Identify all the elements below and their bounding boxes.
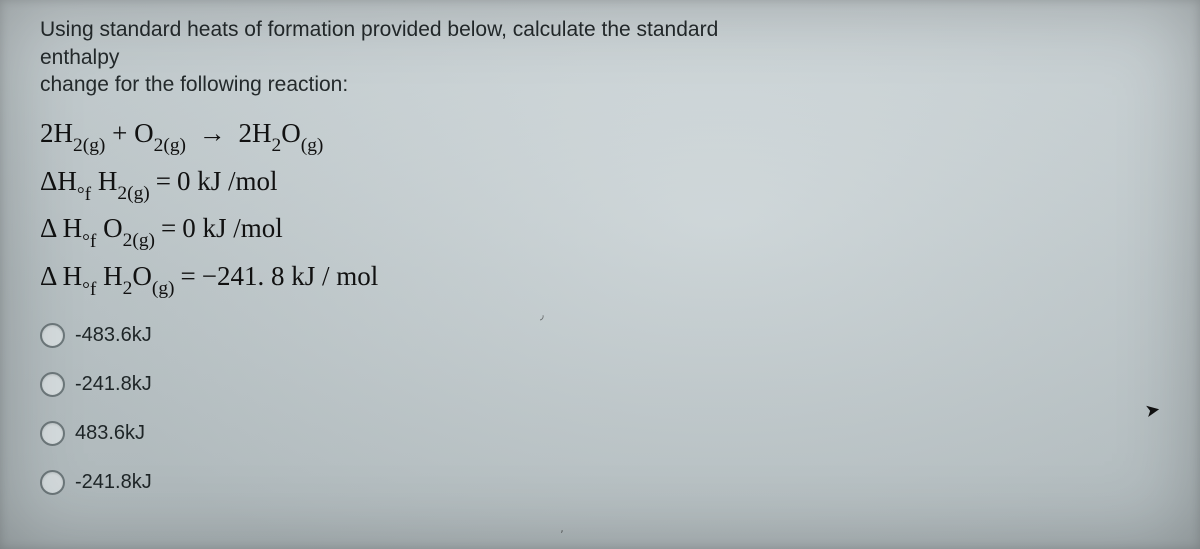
option-a-label: -483.6kJ: [75, 324, 152, 347]
product-sub2: (g): [301, 135, 324, 156]
eq-1: =: [156, 161, 171, 203]
option-c-label: 483.6kJ: [75, 422, 145, 445]
delta-h: ΔH: [40, 166, 77, 196]
option-d-label: -241.8kJ: [75, 471, 152, 494]
dust-speck: ٫: [540, 308, 544, 322]
radio-icon[interactable]: [40, 372, 65, 397]
question-prompt: Using standard heats of formation provid…: [40, 16, 800, 99]
h2o-sym: H: [96, 261, 122, 291]
h2o-o: O: [132, 261, 152, 291]
arrow-icon: →: [199, 113, 226, 155]
product-coef: 2H: [239, 118, 272, 148]
plus-o2: + O: [105, 118, 153, 148]
prompt-line-2: change for the following reaction:: [40, 73, 348, 96]
radio-icon[interactable]: [40, 421, 65, 446]
h2o-sub2: (g): [152, 278, 175, 299]
h2-sub: 2(g): [117, 183, 149, 204]
dust-speck: ٬: [560, 528, 564, 542]
of-sub: °f: [77, 184, 91, 205]
option-d[interactable]: -241.8kJ: [40, 470, 1172, 495]
hof-o2: Δ H°f O2(g) = 0 kJ /mol: [40, 208, 1172, 254]
hof-h2: ΔH°f H2(g) = 0 kJ /mol: [40, 161, 1172, 207]
hof-h2o-value: −241. 8 kJ / mol: [202, 261, 379, 291]
reactant-2-sub: 2(g): [154, 135, 186, 156]
option-a[interactable]: -483.6kJ: [40, 323, 1172, 348]
hof-h2o: Δ H°f H2O(g) = −241. 8 kJ / mol: [40, 256, 1172, 302]
option-b[interactable]: -241.8kJ: [40, 372, 1172, 397]
formula-block: 2H2(g) + O2(g) → 2H2O(g) ΔH°f H2(g) = 0 …: [40, 113, 1172, 301]
eq-3: =: [181, 256, 196, 298]
reaction-equation: 2H2(g) + O2(g) → 2H2O(g): [40, 113, 1172, 159]
radio-icon[interactable]: [40, 470, 65, 495]
of-sub-3: °f: [82, 279, 96, 300]
delta-h-3: Δ H: [40, 261, 82, 291]
reactant-1-sub: 2(g): [73, 135, 105, 156]
o2-sym: O: [96, 213, 122, 243]
product-o: O: [281, 118, 301, 148]
answer-options: -483.6kJ -241.8kJ 483.6kJ -241.8kJ: [40, 323, 1172, 495]
prompt-line-1: Using standard heats of formation provid…: [40, 18, 718, 69]
mouse-cursor-icon: ➤: [1143, 399, 1162, 422]
h2o-sub1: 2: [123, 278, 133, 299]
h2-sym: H: [91, 166, 117, 196]
hof-o2-value: 0 kJ /mol: [182, 213, 283, 243]
option-c[interactable]: 483.6kJ: [40, 421, 1172, 446]
reactant-1: 2H: [40, 118, 73, 148]
radio-icon[interactable]: [40, 323, 65, 348]
question-card: Using standard heats of formation provid…: [0, 0, 1200, 549]
product-sub1: 2: [272, 135, 282, 156]
hof-h2-value: 0 kJ /mol: [177, 166, 278, 196]
delta-h-2: Δ H: [40, 213, 82, 243]
o2-sub: 2(g): [123, 230, 155, 251]
of-sub-2: °f: [82, 231, 96, 252]
option-b-label: -241.8kJ: [75, 373, 152, 396]
eq-2: =: [161, 208, 176, 250]
